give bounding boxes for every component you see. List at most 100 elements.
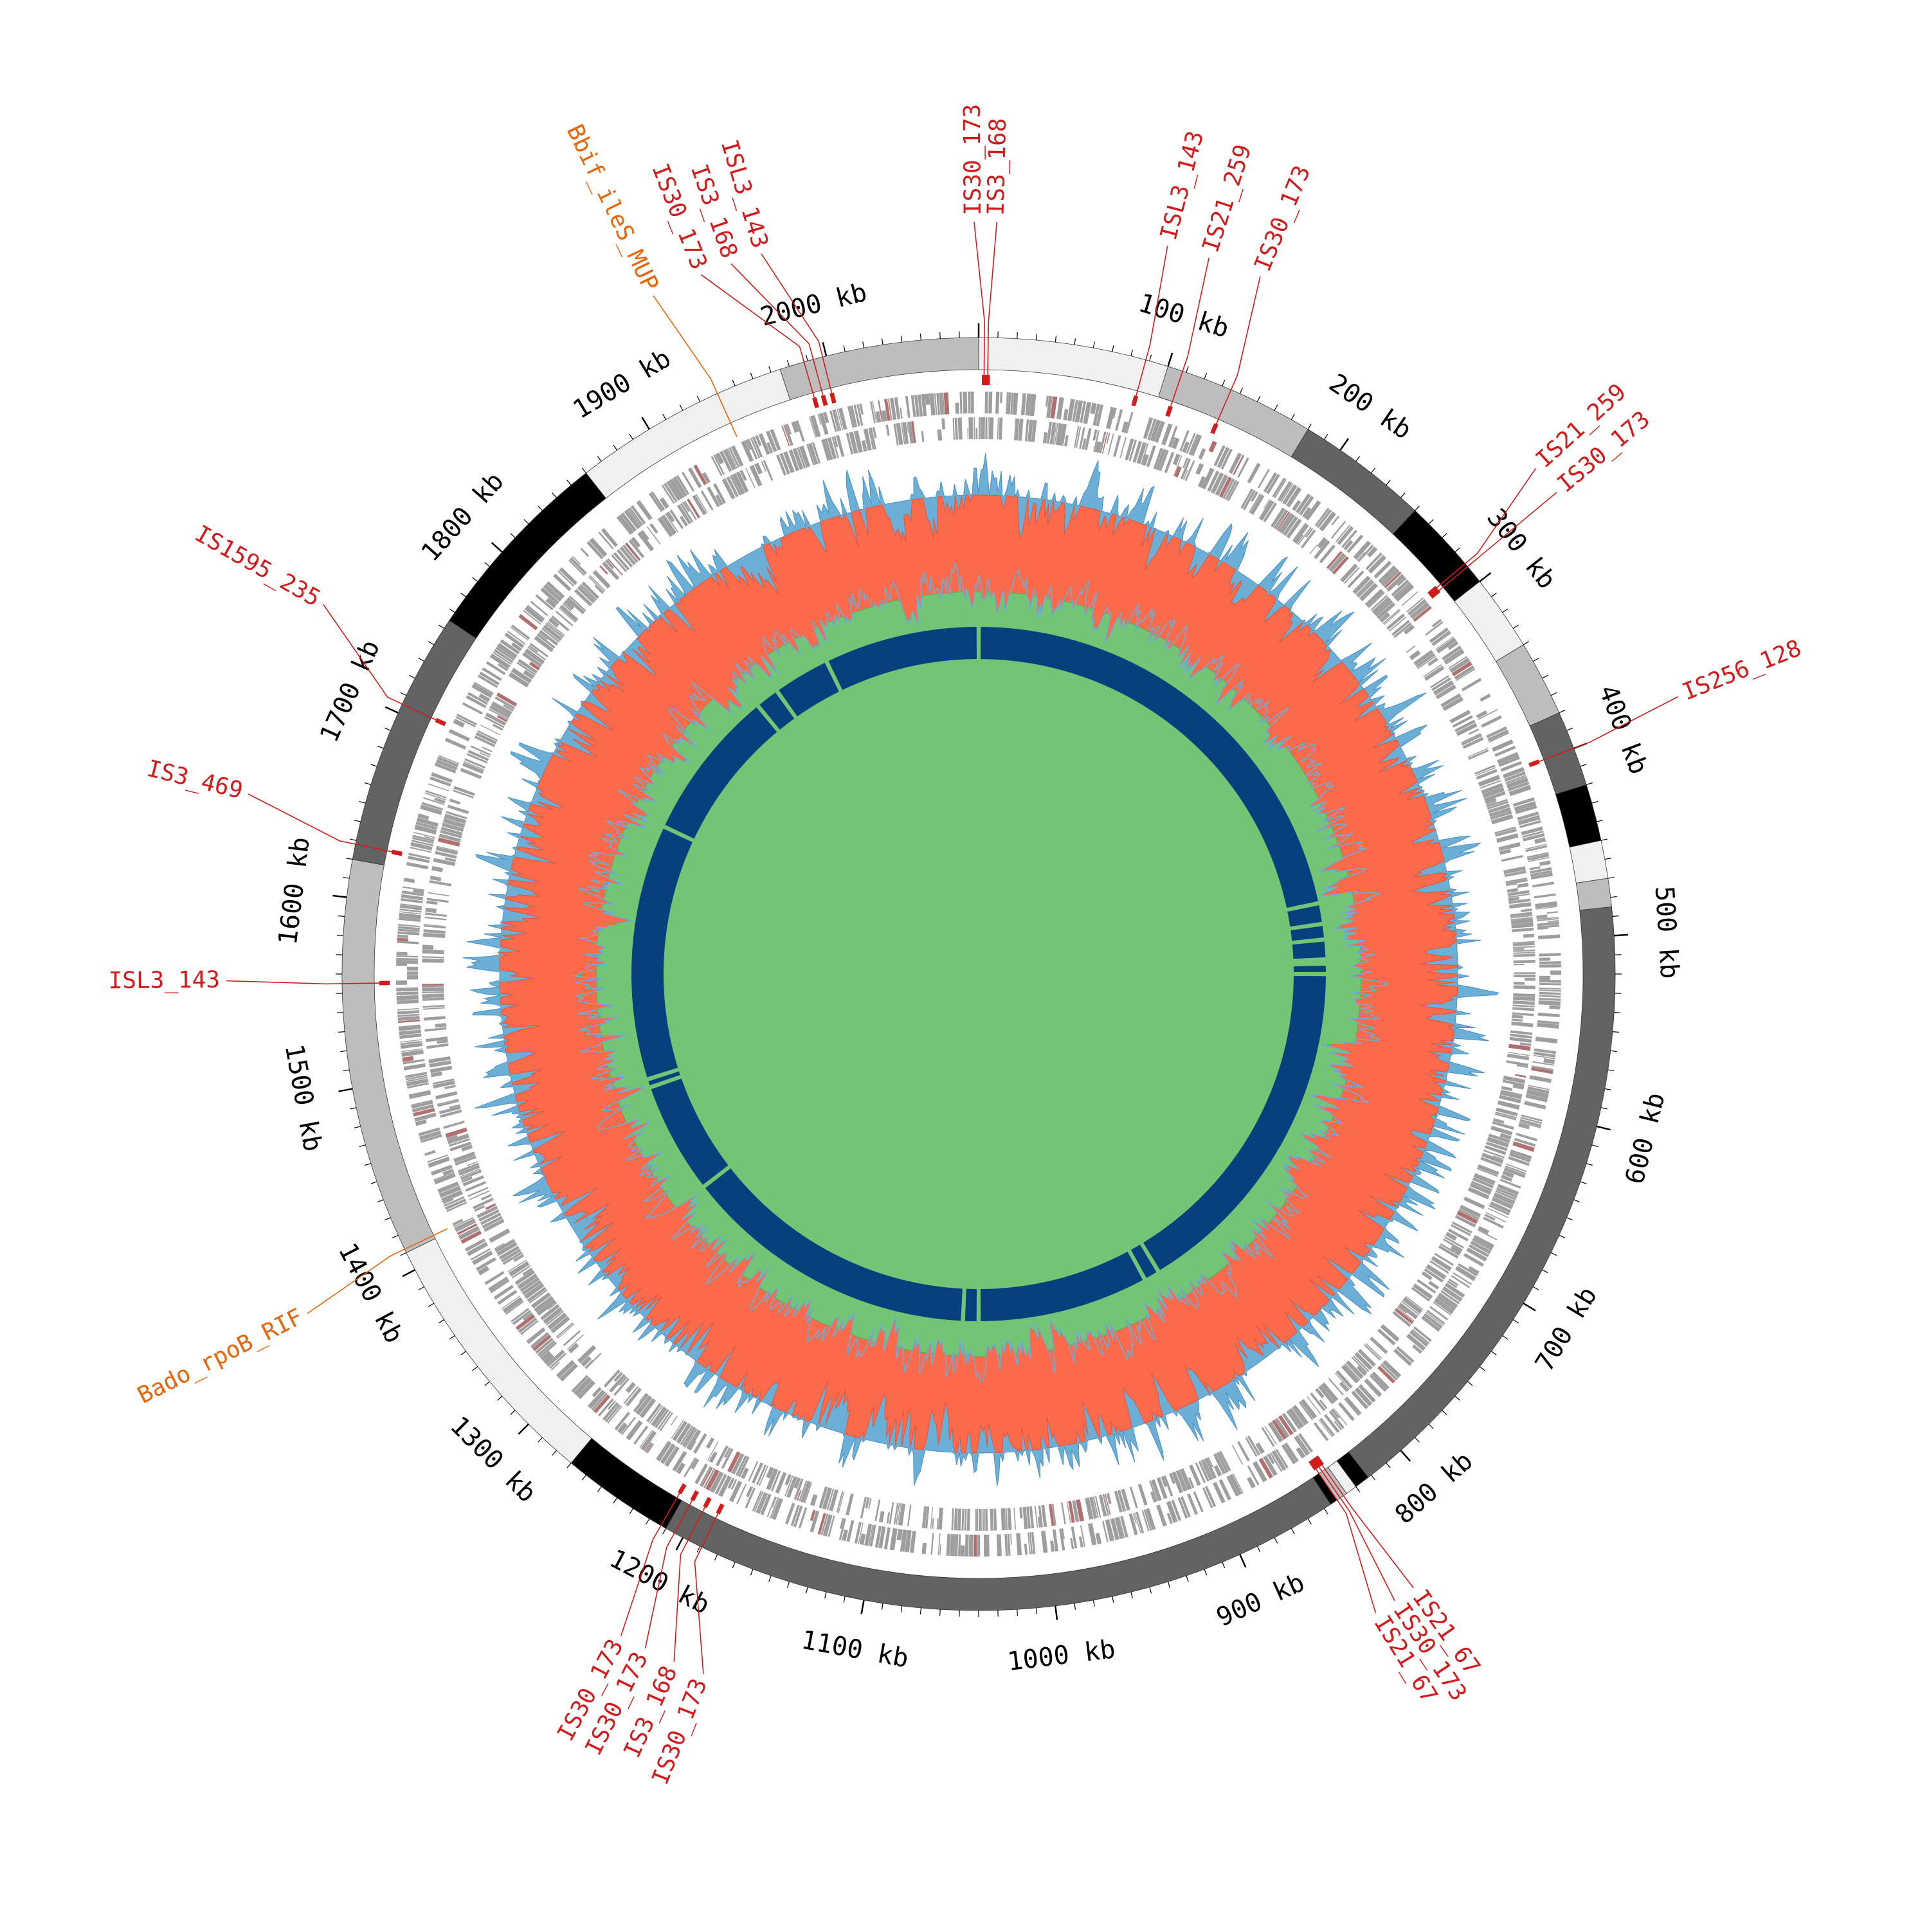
tick-label: 500 kb xyxy=(1649,885,1685,980)
minor-tick xyxy=(371,1182,377,1184)
cds-forward xyxy=(396,991,418,995)
tick-label: 800 kb xyxy=(1390,1446,1479,1530)
cds-reverse xyxy=(1468,749,1489,760)
minor-tick xyxy=(1257,1546,1260,1552)
minor-tick xyxy=(1308,424,1311,429)
gc-content-low xyxy=(596,591,1361,1357)
cds-forward xyxy=(1016,1533,1022,1555)
contig-segment-8 xyxy=(1555,784,1601,847)
minor-tick xyxy=(680,405,683,411)
minor-tick xyxy=(1551,692,1557,695)
minor-tick xyxy=(844,1596,845,1603)
cds-reverse xyxy=(616,564,619,566)
minor-tick xyxy=(582,468,586,473)
minor-tick xyxy=(359,801,366,803)
cds-reverse xyxy=(759,1474,760,1475)
tick-label: 2000 kb xyxy=(757,278,870,332)
cds-forward xyxy=(457,1209,458,1211)
cds-reverse xyxy=(1481,759,1482,763)
cds-reverse xyxy=(975,1509,976,1531)
cds-reverse xyxy=(702,1445,705,1447)
minor-tick xyxy=(1503,609,1508,613)
cds-reverse xyxy=(1514,972,1535,974)
minor-tick xyxy=(1131,350,1132,356)
cds-forward xyxy=(580,548,589,557)
minor-tick xyxy=(629,1508,633,1513)
tick-label: 1600 kb xyxy=(273,835,316,946)
major-tick xyxy=(492,543,502,552)
minor-tick xyxy=(1240,388,1242,393)
is-element-label: IS1595_235 xyxy=(190,521,325,612)
cds-forward xyxy=(430,812,431,816)
cds-forward xyxy=(445,737,466,749)
cds-reverse xyxy=(428,892,449,897)
cds-forward xyxy=(396,958,418,961)
cds-reverse xyxy=(425,912,447,917)
major-tick xyxy=(1240,1555,1245,1567)
cds-reverse xyxy=(1250,494,1264,515)
minor-tick xyxy=(1308,1519,1311,1524)
cds-forward xyxy=(977,1535,980,1557)
tick-label: 1900 kb xyxy=(568,343,676,425)
minor-tick xyxy=(646,1519,649,1524)
minor-tick xyxy=(538,1438,543,1442)
cds-forward xyxy=(742,1494,745,1495)
cds-reverse xyxy=(921,431,925,442)
minor-tick xyxy=(1186,366,1188,372)
cds-forward xyxy=(1424,1330,1426,1332)
cds-forward xyxy=(396,960,418,964)
minor-tick xyxy=(1222,1562,1225,1568)
minor-tick xyxy=(1586,1164,1593,1166)
cds-forward xyxy=(511,625,530,640)
major-tick xyxy=(385,707,398,713)
cds-reverse xyxy=(1513,946,1535,948)
contig-segment-3 xyxy=(1291,429,1415,534)
cds-reverse xyxy=(580,599,582,601)
cds-reverse xyxy=(859,1506,862,1507)
minor-tick xyxy=(882,1603,883,1610)
cds-forward xyxy=(397,1010,419,1015)
cds-reverse xyxy=(981,417,985,439)
cds-forward xyxy=(1539,860,1551,866)
cds-reverse xyxy=(422,956,444,958)
cds-reverse xyxy=(1476,1198,1477,1200)
cds-forward xyxy=(1059,1528,1065,1550)
cds-forward xyxy=(473,1240,475,1243)
cds-forward xyxy=(1088,1523,1097,1546)
is-element-label: IS256_128 xyxy=(1679,635,1805,706)
cds-reverse xyxy=(1461,719,1462,720)
major-tick xyxy=(403,1270,415,1276)
tick-label: 300 kb xyxy=(1481,503,1561,595)
minor-tick xyxy=(1093,341,1094,348)
cds-forward xyxy=(396,955,418,957)
is-element-label: IS21_259 xyxy=(1197,141,1256,256)
contig-segment-1 xyxy=(979,338,1168,397)
minor-tick xyxy=(769,1576,771,1582)
cds-forward xyxy=(995,392,999,413)
cds-forward xyxy=(1478,695,1480,698)
major-tick xyxy=(1480,573,1490,582)
minor-tick xyxy=(697,396,700,402)
cds-forward xyxy=(407,975,418,980)
cds-reverse xyxy=(692,494,706,515)
major-tick xyxy=(642,417,649,429)
minor-tick xyxy=(1523,642,1529,645)
cds-reverse xyxy=(1119,437,1127,458)
cds-reverse xyxy=(1165,461,1167,462)
cds-reverse xyxy=(1311,1405,1313,1407)
cds-forward xyxy=(1539,983,1561,986)
cds-forward xyxy=(1462,678,1482,691)
cds-forward xyxy=(1481,702,1482,703)
cds-reverse xyxy=(836,1501,838,1502)
cds-reverse xyxy=(449,799,460,804)
cds-reverse xyxy=(846,1494,854,1515)
major-tick xyxy=(862,1600,864,1614)
cds-forward xyxy=(1509,1185,1510,1187)
minor-tick xyxy=(1186,1576,1188,1582)
cds-forward xyxy=(404,1063,426,1070)
minor-tick xyxy=(354,820,361,822)
tick-label: 1700 kb xyxy=(314,636,386,747)
major-tick xyxy=(1168,353,1173,366)
minor-tick xyxy=(365,782,371,784)
minor-tick xyxy=(419,1286,424,1290)
